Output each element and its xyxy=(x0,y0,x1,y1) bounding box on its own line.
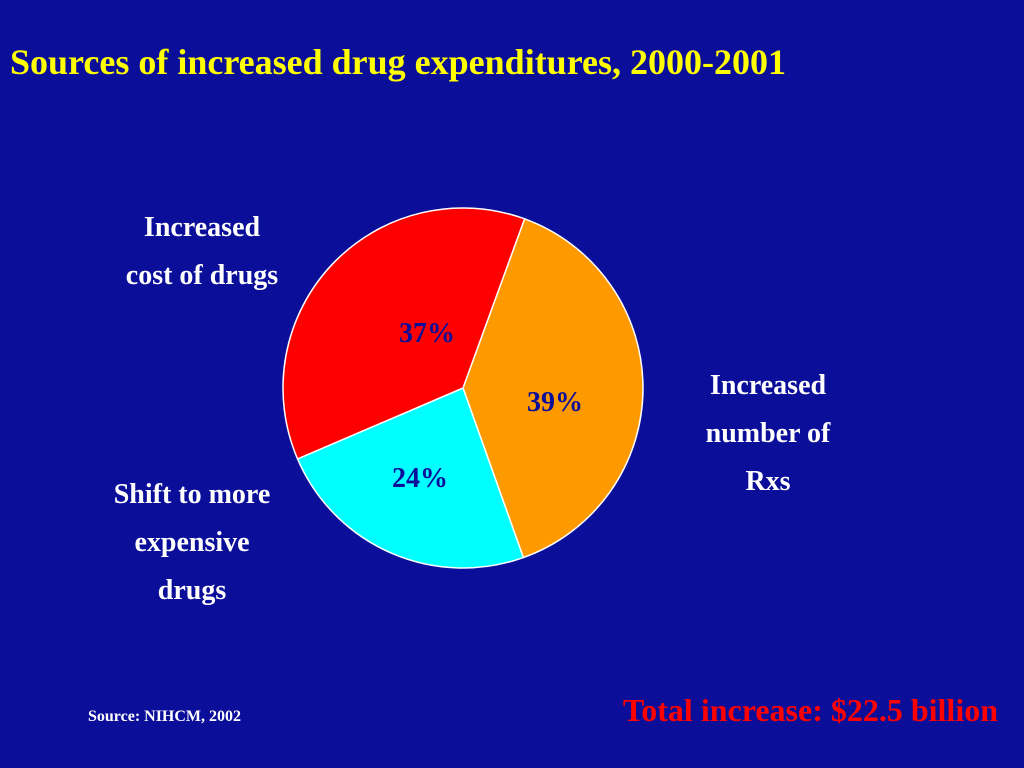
slice-label-shift: Shift to more expensive drugs xyxy=(72,471,312,615)
slice-label-rxs-line-2: number of xyxy=(705,418,831,449)
slice-label-shift-line-2: expensive xyxy=(134,527,250,558)
slice-label-rxs-line-1: Increased xyxy=(709,370,827,401)
pie-slice-shift xyxy=(296,386,525,569)
slice-label-shift-line-1: Shift to more xyxy=(113,479,271,510)
slice-label-rxs: Increased number of Rxs xyxy=(668,362,868,506)
slice-label-shift-line-3: drugs xyxy=(157,575,227,606)
slice-value-label-rxs: 39% xyxy=(527,387,583,418)
pie-slice-cost xyxy=(282,207,526,460)
slice-label-cost-line-1: Increased xyxy=(143,212,261,243)
slice-value-label-shift: 24% xyxy=(392,463,448,494)
source-note: Source: NIHCM, 2002 xyxy=(88,708,242,725)
slice-label-rxs-line-3: Rxs xyxy=(745,466,791,497)
chart-title: Sources of increased drug expenditures, … xyxy=(10,42,787,82)
slice-value-label-cost: 37% xyxy=(399,318,455,349)
slice-label-cost-line-2: cost of drugs xyxy=(125,260,279,291)
total-increase-note: Total increase: $22.5 billion xyxy=(622,692,998,728)
pie-slice-rxs xyxy=(462,217,644,559)
slice-label-cost: Increased cost of drugs xyxy=(82,204,322,300)
